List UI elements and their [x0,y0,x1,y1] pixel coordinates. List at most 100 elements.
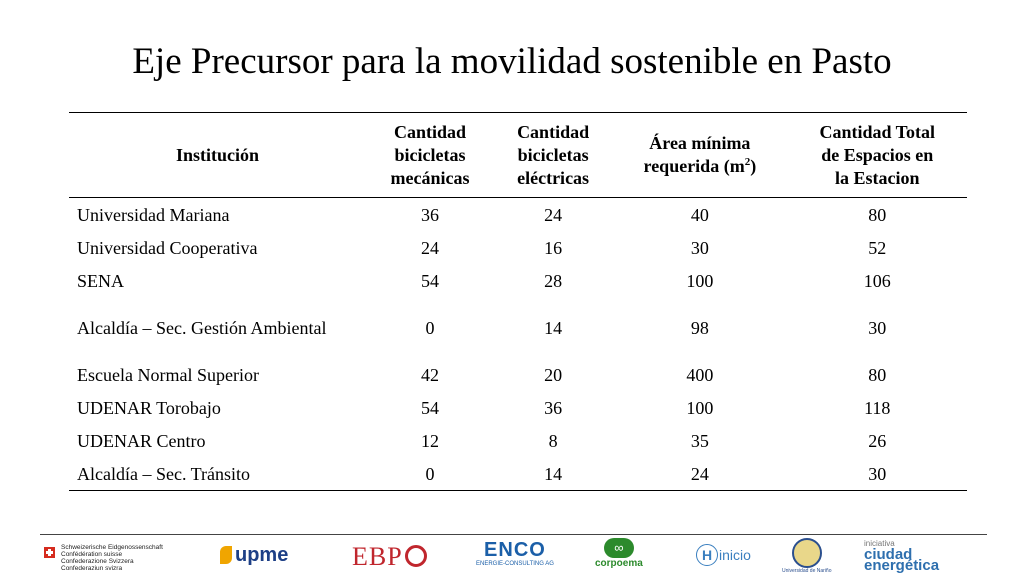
swiss-line-3: Confederazione Svizzera [61,558,134,565]
institutions-table: Institución Cantidad bicicletas mecánica… [69,112,967,491]
hinicio-logo-text: inicio [719,547,751,563]
corpoema-badge-icon: ∞ [603,538,634,558]
corpoema-logo-text: corpoema [595,558,643,569]
cell-total: 118 [864,397,891,418]
cell-electricas: 14 [544,463,563,484]
cell-total: 26 [868,430,887,451]
table-header-row: Institución Cantidad bicicletas mecánica… [69,112,967,198]
cell-mecanicas: 42 [420,364,439,385]
table-row: SENA 54 28 100 106 [69,264,967,297]
cell-electricas: 8 [548,430,558,451]
ebp-ring-icon [404,545,427,567]
table-row: Universidad Cooperativa 24 16 30 52 [69,231,967,264]
cell-electricas: 28 [544,270,563,291]
cell-total: 30 [868,317,887,338]
header-total-line1: Cantidad Total [819,121,936,142]
cell-area: 24 [690,463,709,484]
cell-mecanicas: 54 [420,397,439,418]
udenar-logo: Universidad de Nariño [782,538,831,574]
cell-area: 40 [690,204,709,225]
enco-logo-text: ENCO [484,539,546,561]
cell-mecanicas: 12 [420,430,439,451]
header-electricas: Cantidad bicicletas eléctricas [494,113,612,198]
swiss-confederation-logo: Schweizerische Eidgenossenschaft Confédé… [44,544,163,580]
enco-logo: ENCO ENERGIE-CONSULTING AG [476,540,554,576]
ciudad-line-3: energética [864,557,940,574]
cell-institucion: SENA [77,270,125,291]
cell-area: 98 [690,317,709,338]
upme-logo-text: upme [235,544,289,566]
table-row: Alcaldía – Sec. Tránsito 0 14 24 30 [69,457,967,491]
table-row: Alcaldía – Sec. Gestión Ambiental 0 14 9… [69,297,967,358]
header-area: Área mínima requerida (m2) [612,113,787,198]
header-institucion: Institución [175,144,260,165]
cell-area: 35 [690,430,709,451]
cell-institucion: Universidad Mariana [77,204,230,225]
upme-logo: upme [220,544,288,580]
header-electricas-line1: Cantidad [517,121,590,142]
swiss-logo-text: Schweizerische Eidgenossenschaft Confédé… [61,544,163,572]
cell-area: 400 [686,364,714,385]
header-area-sup: 2 [744,156,751,168]
cell-institucion: Alcaldía – Sec. Gestión Ambiental [77,317,327,338]
cell-area: 100 [686,270,714,291]
udenar-seal-icon [791,538,822,568]
header-total-line3: la Estacion [835,167,920,188]
ciudad-line-1: iniciativa [864,539,895,548]
header-mecanicas-line3: mecánicas [390,167,470,188]
header-total-line2: de Espacios en [821,144,934,165]
cell-electricas: 20 [544,364,563,385]
ebp-logo-text: EBP [352,542,403,571]
cell-area: 30 [690,237,709,258]
swiss-line-1: Schweizerische Eidgenossenschaft [61,544,163,551]
cell-institucion: Universidad Cooperativa [77,237,258,258]
cell-mecanicas: 0 [425,317,435,338]
cell-total: 80 [868,364,887,385]
header-mecanicas-line1: Cantidad [393,121,466,142]
table-row: Escuela Normal Superior 42 20 400 80 [69,358,967,391]
cell-institucion: UDENAR Torobajo [77,397,221,418]
cell-total: 30 [868,463,887,484]
ebp-logo: EBP [352,542,427,578]
footer-divider [40,534,987,535]
cell-total: 52 [868,237,887,258]
swiss-line-4: Confederaziun svizra [61,565,123,572]
cell-area: 100 [686,397,714,418]
cell-institucion: Escuela Normal Superior [77,364,259,385]
table-row: UDENAR Centro 12 8 35 26 [69,424,967,457]
header-total: Cantidad Total de Espacios en la Estacio… [788,113,967,198]
cell-institucion: Alcaldía – Sec. Tránsito [77,463,250,484]
cell-electricas: 14 [544,317,563,338]
cell-electricas: 24 [544,204,563,225]
header-electricas-line2: bicicletas [517,144,589,165]
cell-mecanicas: 36 [420,204,439,225]
cell-electricas: 36 [544,397,563,418]
header-area-line2: requerida (m [643,156,745,176]
header-mecanicas: Cantidad bicicletas mecánicas [366,113,494,198]
udenar-logo-text: Universidad de Nariño [782,568,832,574]
cell-institucion: UDENAR Centro [77,430,206,451]
footer-logos: Schweizerische Eidgenossenschaft Confédé… [40,538,987,574]
header-area-close: ) [750,156,757,176]
header-mecanicas-line2: bicicletas [394,144,466,165]
header-electricas-line3: eléctricas [517,167,590,188]
swiss-flag-icon [44,547,55,558]
header-area-line1: Área mínima [649,133,751,153]
hinicio-h-icon: H [696,544,718,566]
ciudad-energetica-logo: iniciativa ciudad energética [864,538,939,574]
cell-mecanicas: 54 [420,270,439,291]
cell-total: 106 [863,270,891,291]
upme-mark-icon [220,546,232,564]
swiss-line-2: Confédération suisse [61,551,123,558]
cell-electricas: 16 [544,237,563,258]
table-row: UDENAR Torobajo 54 36 100 118 [69,391,967,424]
slide-title: Eje Precursor para la movilidad sostenib… [132,41,892,82]
table-row: Universidad Mariana 36 24 40 80 [69,198,967,232]
enco-logo-subtext: ENERGIE-CONSULTING AG [476,561,554,567]
corpoema-logo: ∞ corpoema [595,538,643,574]
cell-total: 80 [868,204,887,225]
cell-mecanicas: 24 [420,237,439,258]
cell-mecanicas: 0 [425,463,435,484]
ciudad-line-2: ciudad [864,546,913,563]
